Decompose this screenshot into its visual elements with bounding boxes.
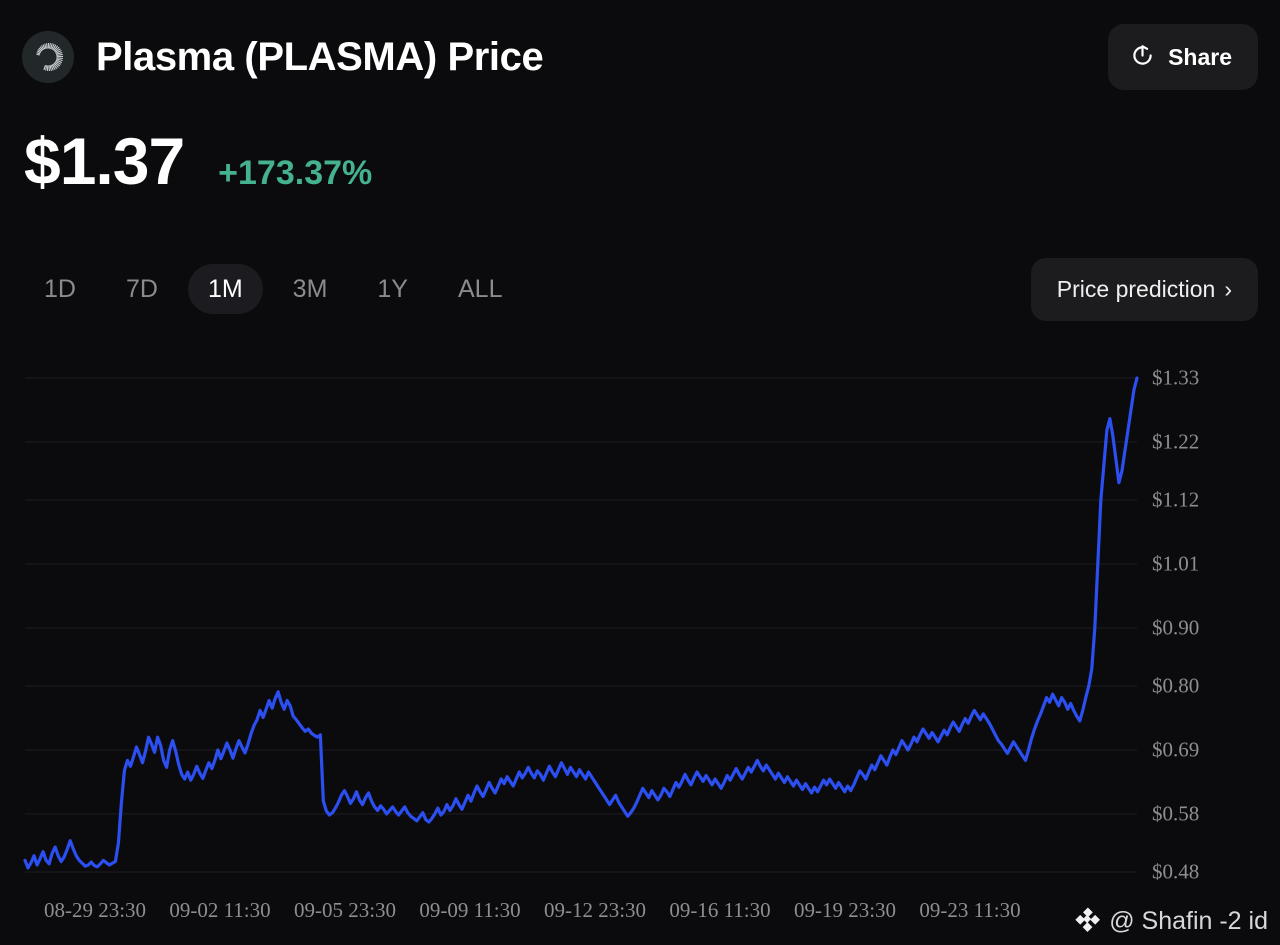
price-summary: $1.37 +173.37% [24,128,372,194]
share-circular-arrow-icon [1130,43,1155,71]
range-tab-label: 3M [292,274,328,303]
x-axis-tick: 09-16 11:30 [669,898,771,922]
range-tab-label: 7D [125,274,158,303]
x-axis-tick: 09-23 11:30 [919,898,1021,922]
watermark: @ Shafin -2 id [1074,906,1268,937]
chevron-right-icon: › [1224,276,1232,302]
x-axis-tick: 09-09 11:30 [419,898,521,922]
range-tab-label: 1Y [377,274,408,303]
time-range-tabs: 1D 7D 1M 3M 1Y ALL [24,264,522,314]
binance-diamond-icon [1074,906,1101,937]
price-prediction-button[interactable]: Price prediction › [1030,258,1258,321]
share-button-label: Share [1168,43,1232,70]
range-tab-label: 1D [44,274,76,303]
x-axis-tick: 09-02 11:30 [169,898,271,922]
x-axis-tick: 08-29 23:30 [43,898,147,922]
range-tab-1y[interactable]: 1Y [357,264,428,314]
price-prediction-label: Price prediction [1056,276,1216,302]
range-tab-all[interactable]: ALL [438,264,522,314]
x-axis: 08-29 23:30 09-02 11:30 09-05 23:30 09-09 1… [0,898,1280,932]
current-price: $1.37 [24,124,185,198]
share-button[interactable]: Share [1108,24,1258,90]
x-axis-tick: 09-12 23:30 [543,898,647,922]
range-tab-1m[interactable]: 1M [187,264,263,314]
range-tab-7d[interactable]: 7D [106,264,178,314]
price-change-percent: +173.37% [218,154,373,192]
x-axis-tick: 09-19 23:30 [793,898,897,922]
range-tab-label: ALL [458,274,503,303]
page-title: Plasma (PLASMA) Price [96,34,544,79]
page-header: Plasma (PLASMA) Price Share [22,22,1258,92]
range-tab-3m[interactable]: 3M [273,264,348,314]
range-tab-label: 1M [207,274,243,303]
x-axis-tick: 09-05 23:30 [293,898,397,922]
price-chart[interactable] [0,350,1280,890]
price-line-path [23,376,1139,870]
watermark-text: @ Shafin -2 id [1109,907,1268,935]
plasma-radial-logo-icon [22,31,74,83]
chart-gridlines [25,377,1137,873]
range-tab-1d[interactable]: 1D [24,264,96,314]
